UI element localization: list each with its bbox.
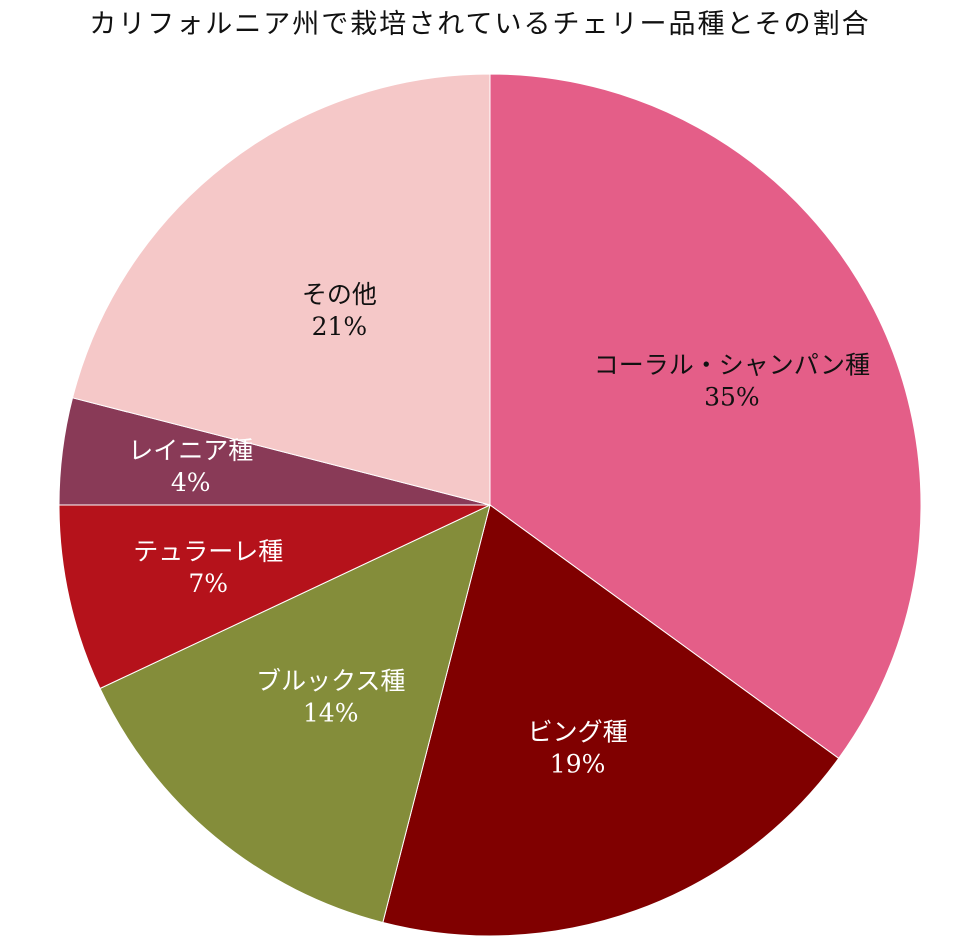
slice-label: レイニア種 bbox=[128, 436, 253, 465]
slice-value-label: 14% bbox=[303, 699, 359, 728]
pie-labels: コーラル・シャンパン種 35% ビング種 19% ブルックス種 14% テュラーレ種 7% レイ… bbox=[128, 280, 870, 778]
slice-label: ブルックス種 bbox=[256, 667, 405, 696]
slice-value-label: 21% bbox=[312, 312, 368, 341]
chart-title: カリフォルニア州で栽培されているチェリー品種とその割合 bbox=[89, 9, 871, 40]
slice-label: テュラーレ種 bbox=[133, 537, 283, 566]
slice-label: その他 bbox=[302, 280, 377, 309]
pie-slice-2 bbox=[382, 504, 840, 936]
slice-label: コーラル・シャンパン種 bbox=[594, 351, 870, 380]
slice-value-label: 19% bbox=[550, 749, 606, 778]
pie-slice-1 bbox=[489, 73, 922, 760]
slice-value-label: 7% bbox=[188, 569, 228, 598]
pie-slice-6 bbox=[71, 73, 491, 506]
slice-value-label: 4% bbox=[171, 468, 211, 497]
pie-slices bbox=[58, 73, 922, 936]
slice-label: ビング種 bbox=[528, 717, 628, 746]
pie-slice-4 bbox=[58, 504, 491, 690]
pie-slice-3 bbox=[99, 504, 491, 924]
slice-value-label: 35% bbox=[704, 383, 760, 412]
